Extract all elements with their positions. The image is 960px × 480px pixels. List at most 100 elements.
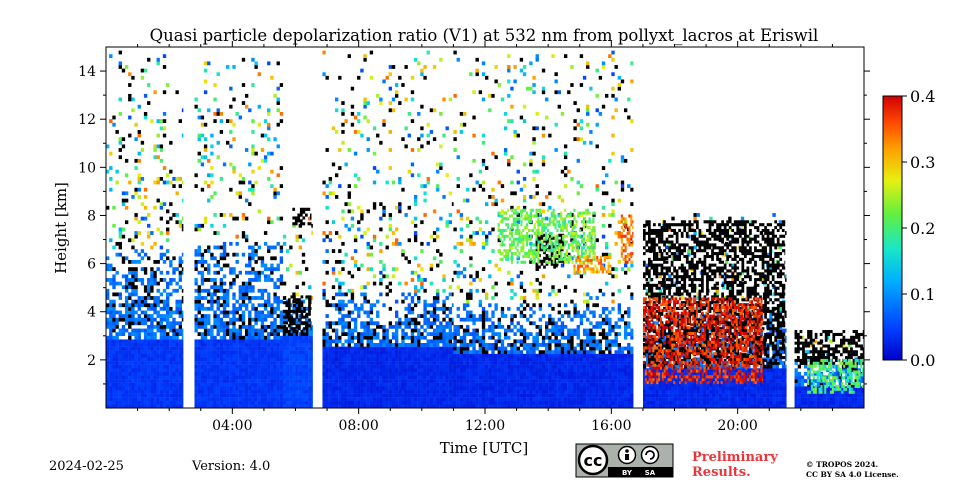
heatmap-cell — [353, 357, 358, 362]
heatmap-cell — [491, 249, 495, 253]
heatmap-cell — [462, 361, 467, 365]
heatmap-cell — [216, 259, 220, 264]
heatmap-cell — [563, 397, 568, 401]
heatmap-cell — [526, 353, 530, 358]
heatmap-cell — [147, 83, 151, 87]
heatmap-cell — [532, 310, 536, 315]
heatmap-cell — [128, 270, 132, 275]
heatmap-cell — [162, 357, 167, 362]
heatmap-cell — [150, 328, 154, 333]
heatmap-cell — [417, 61, 421, 66]
heatmap-cell — [413, 375, 418, 380]
heatmap-cell — [267, 357, 271, 362]
heatmap-cell — [341, 346, 345, 351]
heatmap-cell — [353, 389, 358, 394]
heatmap-cell — [273, 357, 277, 362]
heatmap-cell — [153, 375, 157, 380]
heatmap-cell — [404, 382, 408, 387]
heatmap-cell — [292, 343, 296, 347]
heatmap-cell — [494, 198, 498, 203]
heatmap-cell — [273, 368, 277, 373]
heatmap-cell — [222, 241, 227, 246]
heatmap-cell — [567, 404, 571, 408]
heatmap-cell — [472, 158, 476, 163]
heatmap-cell — [260, 375, 265, 380]
heatmap-cell — [445, 296, 449, 300]
heatmap-cell — [178, 314, 182, 318]
heatmap-cell — [219, 303, 224, 308]
heatmap-cell — [366, 350, 370, 355]
heatmap-cell — [134, 382, 138, 387]
heatmap-cell — [366, 397, 370, 401]
heatmap-cell — [238, 317, 243, 322]
heatmap-cell — [436, 400, 440, 405]
heatmap-cell — [286, 335, 290, 340]
heatmap-cell — [128, 350, 132, 355]
heatmap-cell — [181, 371, 184, 376]
heatmap-cell — [453, 371, 457, 376]
heatmap-cell — [532, 404, 536, 408]
heatmap-cell — [407, 306, 411, 311]
heatmap-cell — [181, 364, 184, 369]
heatmap-cell — [121, 350, 126, 355]
heatmap-cell — [115, 389, 119, 394]
heatmap-cell — [232, 371, 236, 376]
heatmap-cell — [369, 368, 374, 373]
heatmap-cell — [244, 393, 249, 398]
heatmap-cell — [426, 343, 430, 347]
heatmap-cell — [360, 350, 364, 355]
heatmap-cell — [529, 368, 533, 373]
heatmap-cell — [485, 357, 489, 362]
heatmap-cell — [235, 335, 239, 340]
heatmap-cell — [472, 397, 476, 401]
heatmap-cell — [134, 137, 138, 142]
heatmap-cell — [301, 252, 306, 257]
heatmap-cell — [260, 270, 265, 275]
heatmap-cell — [462, 371, 467, 376]
heatmap-cell — [194, 346, 198, 351]
heatmap-cell — [526, 386, 530, 391]
heatmap-cell — [292, 375, 296, 380]
heatmap-cell — [112, 205, 116, 210]
heatmap-cell — [535, 364, 539, 369]
heatmap-cell — [166, 292, 170, 297]
heatmap-cell — [545, 404, 549, 408]
heatmap-cell — [150, 368, 154, 373]
heatmap-cell — [481, 324, 486, 329]
heatmap-cell — [563, 310, 568, 315]
heatmap-cell — [181, 357, 184, 362]
heatmap-cell — [445, 393, 449, 398]
heatmap-cell — [238, 303, 243, 308]
heatmap-cell — [273, 296, 277, 300]
heatmap-cell — [197, 317, 201, 322]
heatmap-cell — [507, 119, 511, 124]
heatmap-cell — [308, 343, 312, 347]
heatmap-cell — [459, 350, 464, 355]
heatmap-cell — [391, 241, 396, 246]
heatmap-cell — [175, 389, 179, 394]
heatmap-cell — [181, 375, 184, 380]
heatmap-cell — [137, 343, 141, 347]
heatmap-cell — [451, 317, 454, 322]
heatmap-cell — [535, 184, 539, 188]
heatmap-cell — [426, 361, 430, 365]
heatmap-cell — [131, 346, 135, 351]
heatmap-cell — [301, 350, 306, 355]
heatmap-cell — [538, 350, 543, 355]
heatmap-cell — [216, 404, 220, 408]
heatmap-cell — [385, 364, 389, 369]
heatmap-cell — [439, 346, 443, 351]
heatmap-cell — [497, 382, 501, 387]
heatmap-cell — [153, 310, 157, 315]
heatmap-cell — [462, 393, 467, 398]
heatmap-cell — [263, 375, 268, 380]
heatmap-cell — [251, 350, 255, 355]
heatmap-cell — [273, 137, 277, 142]
heatmap-cell — [162, 278, 167, 282]
heatmap-cell — [121, 256, 126, 261]
heatmap-cell — [429, 357, 434, 362]
heatmap-cell — [551, 357, 555, 362]
heatmap-cell — [404, 368, 408, 373]
heatmap-cell — [251, 382, 255, 387]
heatmap-cell — [207, 249, 211, 253]
